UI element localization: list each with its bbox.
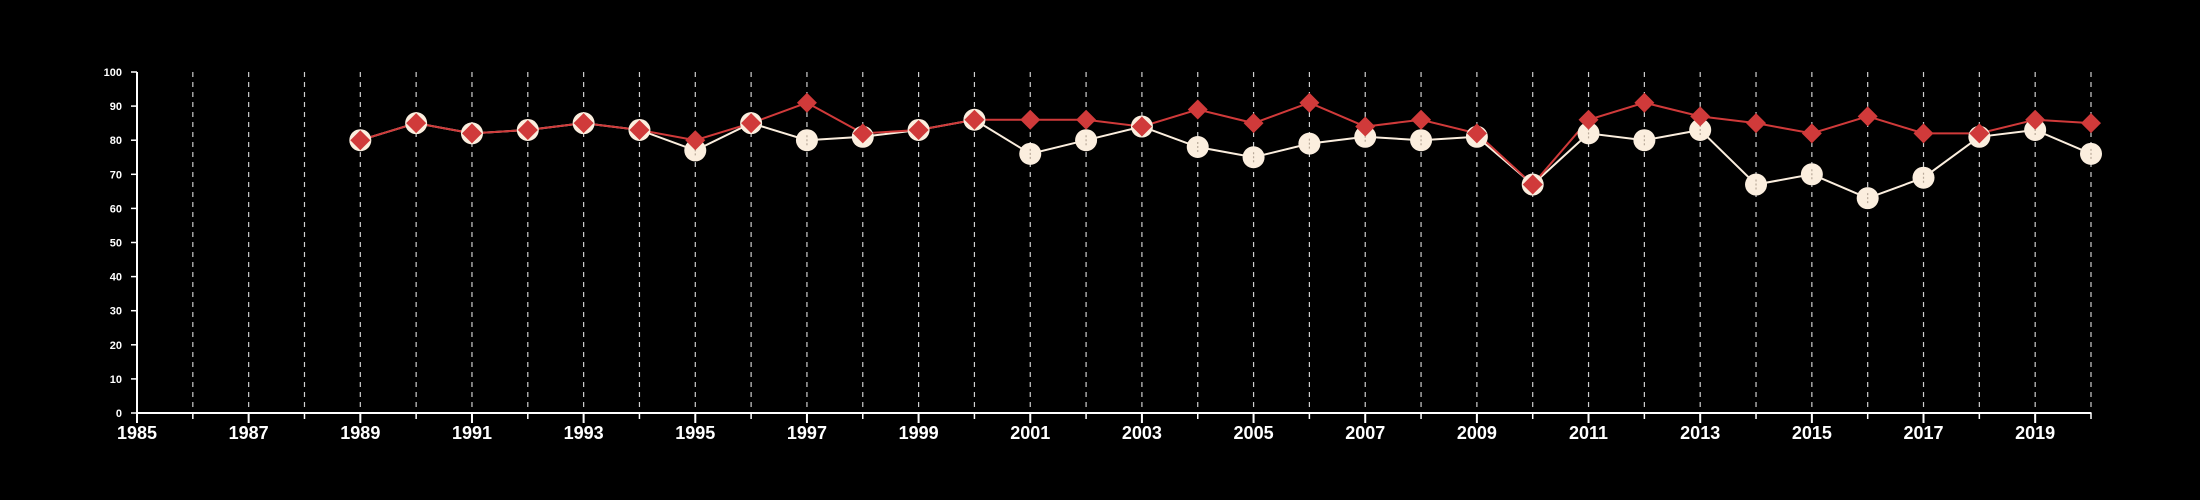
- data-point-diamond: [1299, 92, 1320, 113]
- x-tick-label: 2007: [1345, 423, 1385, 443]
- data-point-diamond: [1522, 174, 1543, 195]
- data-point-diamond: [2081, 113, 2101, 134]
- data-point-diamond: [573, 113, 594, 134]
- data-point-diamond: [1969, 123, 1990, 144]
- x-tick-label: 1991: [452, 423, 492, 443]
- data-point-diamond: [1243, 113, 1264, 134]
- data-point-diamond: [908, 119, 929, 140]
- x-tick-label: 2005: [1234, 423, 1274, 443]
- x-tick-label: 2013: [1680, 423, 1720, 443]
- data-point-diamond: [1857, 106, 1878, 127]
- data-point-diamond: [685, 130, 706, 151]
- y-tick-label: 80: [110, 135, 122, 147]
- series-group: [349, 92, 2102, 210]
- data-point-diamond: [2025, 109, 2046, 130]
- data-point-diamond: [852, 123, 873, 144]
- data-point-diamond: [629, 119, 650, 140]
- data-point-diamond: [741, 113, 762, 134]
- data-point-diamond: [1187, 99, 1208, 120]
- data-point-diamond: [1913, 123, 1934, 144]
- data-point-diamond: [964, 109, 985, 130]
- y-tick-label: 40: [110, 272, 122, 284]
- y-tick-label: 10: [110, 374, 122, 386]
- y-tick-label: 100: [104, 67, 122, 79]
- y-tick-label: 90: [110, 101, 122, 113]
- y-tick-label: 50: [110, 238, 122, 250]
- x-tick-label: 2011: [1569, 423, 1608, 443]
- data-point-diamond: [1076, 109, 1097, 130]
- data-point-diamond: [1466, 123, 1487, 144]
- data-point-diamond: [350, 130, 371, 151]
- data-point-diamond: [1801, 123, 1822, 144]
- data-point-diamond: [1411, 109, 1432, 130]
- x-tick-label: 2017: [1903, 423, 1943, 443]
- x-tick-label: 2019: [2015, 423, 2055, 443]
- x-tick-label: 2015: [1792, 423, 1832, 443]
- y-tick-label: 70: [110, 169, 122, 181]
- x-tick-label: 2009: [1457, 423, 1497, 443]
- x-tick-label: 2003: [1122, 423, 1162, 443]
- y-tick-label: 0: [116, 408, 122, 420]
- x-tick-label: 1985: [117, 423, 157, 443]
- y-tick-label: 60: [110, 203, 122, 215]
- grid: [192, 72, 2092, 413]
- data-point-diamond: [1634, 92, 1655, 113]
- x-tick-label: 1987: [229, 423, 269, 443]
- y-tick-label: 30: [110, 306, 122, 318]
- data-point-diamond: [1020, 109, 1041, 130]
- x-tick-label: 1995: [675, 423, 715, 443]
- axes: 1985 1987 1989 1991 1993 1995 1997 1999 2001 2003…: [104, 67, 2092, 443]
- data-point-diamond: [461, 123, 482, 144]
- data-point-diamond: [406, 113, 427, 134]
- data-point-diamond: [1746, 113, 1767, 134]
- data-point-diamond: [796, 92, 817, 113]
- y-tick-label: 20: [110, 340, 122, 352]
- x-tick-label: 1999: [899, 423, 939, 443]
- x-tick-label: 1989: [340, 423, 380, 443]
- x-tick-label: 1997: [787, 423, 827, 443]
- data-point-diamond: [1690, 106, 1711, 127]
- x-tick-label: 1993: [564, 423, 604, 443]
- x-tick-label: 2001: [1010, 423, 1050, 443]
- data-point-diamond: [1578, 109, 1599, 130]
- data-point-diamond: [517, 119, 538, 140]
- data-point-diamond: [1355, 116, 1376, 137]
- data-point-diamond: [1131, 116, 1152, 137]
